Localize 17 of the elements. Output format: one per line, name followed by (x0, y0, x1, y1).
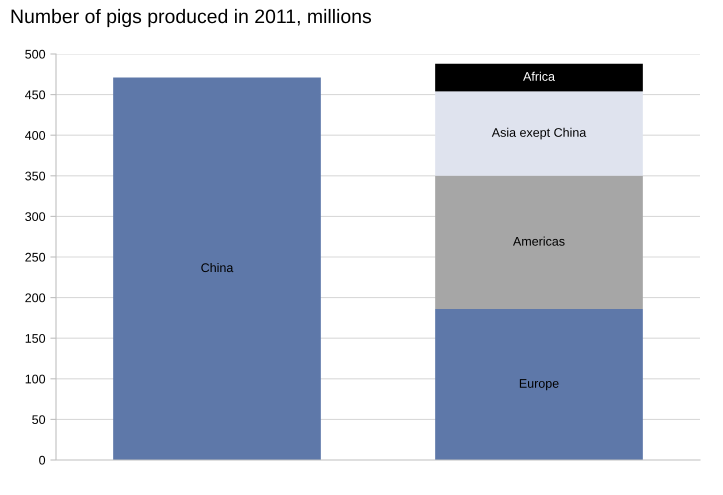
y-tick-label: 450 (25, 90, 46, 100)
series-label: Americas (512, 236, 565, 246)
y-tick-label: 100 (26, 374, 46, 384)
series-label: Africa (523, 72, 555, 81)
y-tick-label: 250 (25, 252, 46, 262)
series-label: Europe (520, 379, 559, 390)
y-tick-label: 150 (26, 334, 46, 343)
series-label: China (201, 262, 234, 272)
y-tick-label: 400 (25, 131, 46, 140)
series-label: Asia exept China (492, 128, 586, 140)
y-tick-label: 200 (25, 293, 46, 302)
chart-title: Number of pigs produced in 2011, millions (12, 8, 372, 28)
y-tick-label: 0 (39, 456, 46, 465)
y-tick-label: 300 (25, 212, 46, 222)
y-tick-label: 350 (25, 172, 46, 180)
y-tick-label: 500 (25, 50, 46, 59)
y-tick-label: 50 (32, 415, 46, 424)
